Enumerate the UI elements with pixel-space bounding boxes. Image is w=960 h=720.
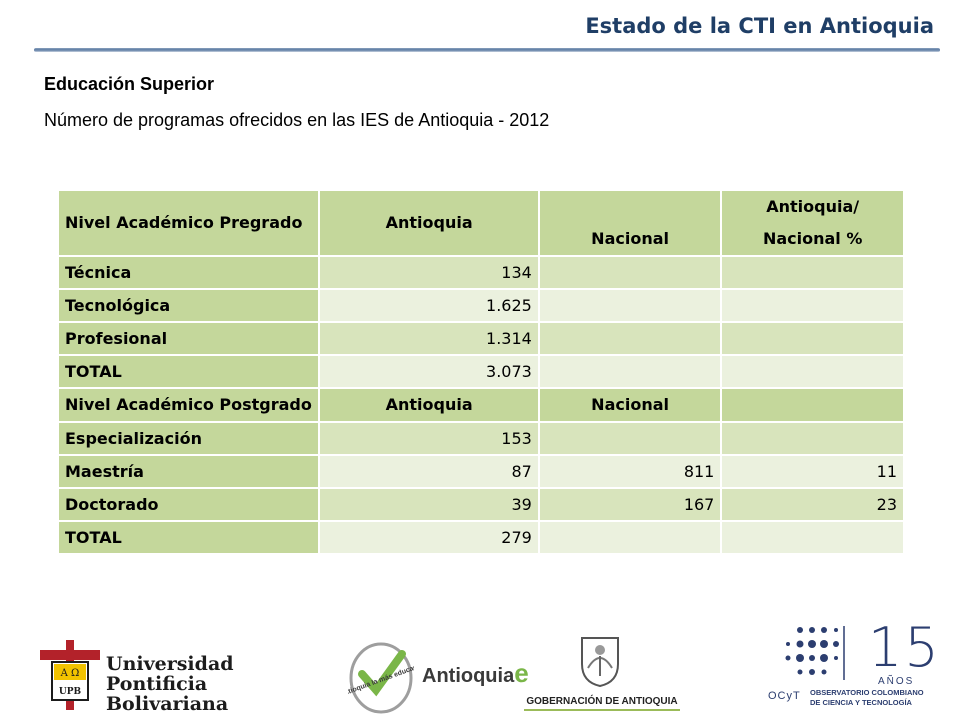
cell-antioquia: 87 (318, 454, 540, 489)
cell-nacional (537, 288, 723, 323)
footer-logos: A Ω UPB Universidad Pontificia Bolivaria… (0, 612, 960, 720)
table-row: Maestría 87 811 11 (56, 454, 905, 489)
ocyt-mark: OCyT (768, 690, 801, 702)
upb-shield-icon: A Ω UPB (40, 640, 100, 710)
ocyt-logo: 15 AÑOS OCyT OBSERVATORIO COLOMBIANO DE … (764, 616, 940, 720)
cell-antioquia: 134 (318, 255, 540, 290)
cell-antioquia: 39 (318, 487, 540, 522)
row-label: Doctorado (56, 487, 321, 522)
header-cell: Antioquia/ Nacional % (720, 189, 905, 257)
header-cell: Antioquia (318, 387, 540, 423)
row-label: Maestría (56, 454, 321, 489)
cell-pct (720, 354, 905, 389)
table-row: Técnica 134 (56, 255, 905, 290)
cell-antioquia: 3.073 (318, 354, 540, 389)
cell-nacional (537, 321, 723, 356)
header-cell: Nacional (537, 387, 723, 423)
row-label: Técnica (56, 255, 321, 290)
cell-pct (720, 288, 905, 323)
ocyt-full-name: OBSERVATORIO COLOMBIANO DE CIENCIA Y TEC… (810, 688, 924, 707)
cell-antioquia: 1.625 (318, 288, 540, 323)
gobernacion-name: GOBERNACIÓN DE ANTIOQUIA (524, 696, 680, 711)
cell-nacional (537, 421, 723, 456)
section-heading: Educación Superior (44, 74, 215, 94)
table-row: TOTAL 3.073 (56, 354, 905, 389)
row-label: Profesional (56, 321, 321, 356)
cell-antioquia: 1.314 (318, 321, 540, 356)
check-badge-icon: Antioquia la más educada (348, 642, 414, 714)
upb-name: Universidad Pontificia Bolivariana (106, 653, 234, 715)
cell-antioquia: 279 (318, 520, 540, 555)
header-cell: Nacional (537, 189, 723, 257)
table-header-postgrado: Nivel Académico Postgrado Antioquia Naci… (56, 387, 905, 423)
header-cell: Nivel Académico Pregrado (56, 189, 321, 257)
table-row: Profesional 1.314 (56, 321, 905, 356)
cell-antioquia: 153 (318, 421, 540, 456)
header-cell: Nivel Académico Postgrado (56, 387, 321, 423)
row-label: TOTAL (56, 520, 321, 555)
table-header-pregrado: Nivel Académico Pregrado Antioquia Nacio… (56, 189, 905, 257)
header-cell (720, 387, 905, 423)
programs-table: Nivel Académico Pregrado Antioquia Nacio… (56, 189, 905, 555)
antioquia-educada-logo: Antioquia la más educada Antioquiae (344, 632, 529, 718)
upb-logo: A Ω UPB Universidad Pontificia Bolivaria… (40, 640, 240, 714)
cell-pct: 11 (720, 454, 905, 489)
cell-pct (720, 321, 905, 356)
svg-text:UPB: UPB (59, 687, 82, 697)
ocyt-anos-label: AÑOS (878, 676, 915, 687)
cell-pct: 23 (720, 487, 905, 522)
row-label: TOTAL (56, 354, 321, 389)
coat-of-arms-icon (581, 637, 619, 688)
cell-nacional (537, 255, 723, 290)
table-row: Especialización 153 (56, 421, 905, 456)
antioquia-wordmark: Antioquiae (422, 658, 529, 688)
row-label: Especialización (56, 421, 321, 456)
dots-pattern-icon (785, 626, 845, 680)
table-row: TOTAL 279 (56, 520, 905, 555)
cell-pct (720, 520, 905, 555)
row-label: Tecnológica (56, 288, 321, 323)
header-cell: Antioquia (318, 189, 540, 257)
table-row: Doctorado 39 167 23 (56, 487, 905, 522)
gobernacion-logo: GOBERNACIÓN DE ANTIOQUIA (520, 630, 684, 720)
ocyt-anniversary-number: 15 (868, 616, 941, 679)
cell-pct (720, 255, 905, 290)
table-row: Tecnológica 1.625 (56, 288, 905, 323)
title-divider (34, 48, 940, 52)
section-subtitle: Número de programas ofrecidos en las IES… (44, 110, 550, 130)
slide-title: Estado de la CTI en Antioquia (585, 14, 934, 38)
svg-text:A Ω: A Ω (60, 668, 80, 679)
cell-pct (720, 421, 905, 456)
cell-nacional: 167 (537, 487, 723, 522)
cell-nacional: 811 (537, 454, 723, 489)
svg-text:Antioquia la más educada: Antioquia la más educada (348, 662, 414, 698)
cell-nacional (537, 520, 723, 555)
cell-nacional (537, 354, 723, 389)
